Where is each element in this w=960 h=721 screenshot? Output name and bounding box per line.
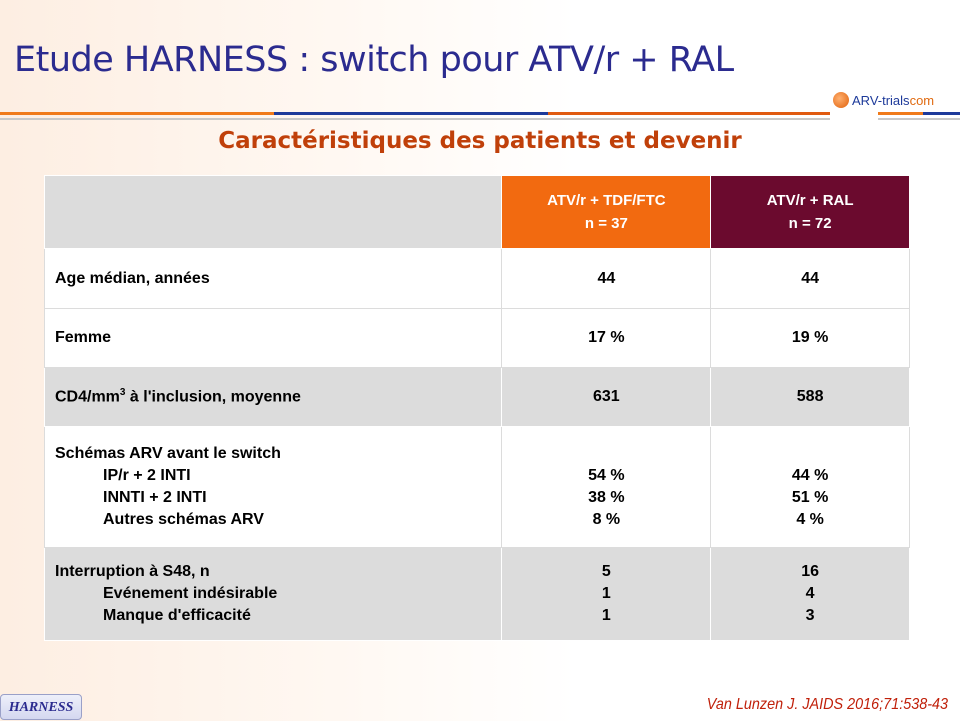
- table-row: Femme 17 % 19 %: [43, 308, 910, 368]
- sub-value: 1: [601, 585, 611, 602]
- table-row: Age médian, années 44 44: [43, 248, 910, 309]
- slide-subtitle: Caractéristiques des patients et devenir: [218, 128, 742, 154]
- cell: 16 4 3: [710, 547, 910, 641]
- cell: 17 %: [501, 308, 712, 368]
- sub-value: 38 %: [588, 489, 625, 506]
- divider: [0, 112, 830, 115]
- sub-value: 4: [805, 585, 815, 602]
- cell: 631: [501, 367, 712, 427]
- row-label: Interruption à S48, n Evénement indésira…: [43, 547, 503, 641]
- reference: Van Lunzen J. JAIDS 2016;71:538-43: [706, 696, 948, 713]
- cell: 54 % 38 % 8 %: [501, 426, 712, 548]
- cell: 44: [710, 248, 910, 309]
- sub-label: Manque d'efficacité: [103, 607, 251, 624]
- sub-value: 44 %: [791, 467, 829, 484]
- cell: 5 1 1: [501, 547, 712, 641]
- header-n: n = 72: [788, 215, 832, 232]
- label-part: CD4/mm: [55, 388, 120, 406]
- value: 16: [801, 563, 820, 580]
- row-label: Age médian, années: [43, 248, 503, 309]
- label-sup: 3: [119, 387, 126, 399]
- row-label: Femme: [43, 308, 503, 368]
- logo-suffix: com: [909, 92, 935, 108]
- header-atv-ral: ATV/r + RAL n = 72: [710, 175, 910, 249]
- patient-characteristics-table: ATV/r + TDF/FTC n = 37 ATV/r + RAL n = 72 …: [43, 175, 910, 641]
- sub-value: 51 %: [791, 489, 829, 506]
- cell: 588: [710, 367, 910, 427]
- sub-label: Autres schémas ARV: [103, 511, 264, 528]
- sub-value: 1: [601, 607, 611, 624]
- cell: 19 %: [710, 308, 910, 368]
- sub-value: 54 %: [588, 467, 625, 484]
- logo-text: ARV-trials: [852, 92, 910, 108]
- arv-trials-logo: ARV-trials com: [833, 92, 934, 108]
- header-n: n = 37: [584, 215, 628, 232]
- row-label: CD4/mm3 à l'inclusion, moyenne: [43, 367, 503, 427]
- slide-title: Etude HARNESS : switch pour ATV/r + RAL: [14, 40, 734, 80]
- sub-label: Evénement indésirable: [103, 585, 278, 602]
- sub-value: 3: [805, 607, 815, 624]
- table-row: CD4/mm3 à l'inclusion, moyenne 631 588: [43, 367, 910, 427]
- sub-value: 4 %: [796, 511, 824, 528]
- cell: 44 % 51 % 4 %: [710, 426, 910, 548]
- label-part: à l'inclusion, moyenne: [125, 388, 301, 406]
- row-label: Schémas ARV avant le switch IP/r + 2 INT…: [43, 426, 503, 548]
- divider: [0, 118, 830, 120]
- header-label: ATV/r + TDF/FTC: [547, 192, 666, 209]
- header-empty: [43, 175, 503, 249]
- sub-label: INNTI + 2 INTI: [103, 489, 207, 506]
- header-atv-tdf-ftc: ATV/r + TDF/FTC n = 37: [501, 175, 712, 249]
- cell: 44: [501, 248, 712, 309]
- harness-badge: HARNESS: [0, 694, 82, 720]
- sub-label: IP/r + 2 INTI: [103, 467, 191, 484]
- divider: [878, 112, 960, 115]
- header-label: ATV/r + RAL: [766, 192, 854, 209]
- sub-value: 8 %: [592, 511, 621, 528]
- table-row: Schémas ARV avant le switch IP/r + 2 INT…: [43, 426, 910, 548]
- row-label-main: Interruption à S48, n: [55, 563, 210, 580]
- divider: [878, 118, 960, 120]
- table-row: Interruption à S48, n Evénement indésira…: [43, 547, 910, 641]
- logo-icon: [833, 92, 849, 108]
- row-label-main: Schémas ARV avant le switch: [55, 445, 281, 462]
- value: 5: [601, 563, 611, 580]
